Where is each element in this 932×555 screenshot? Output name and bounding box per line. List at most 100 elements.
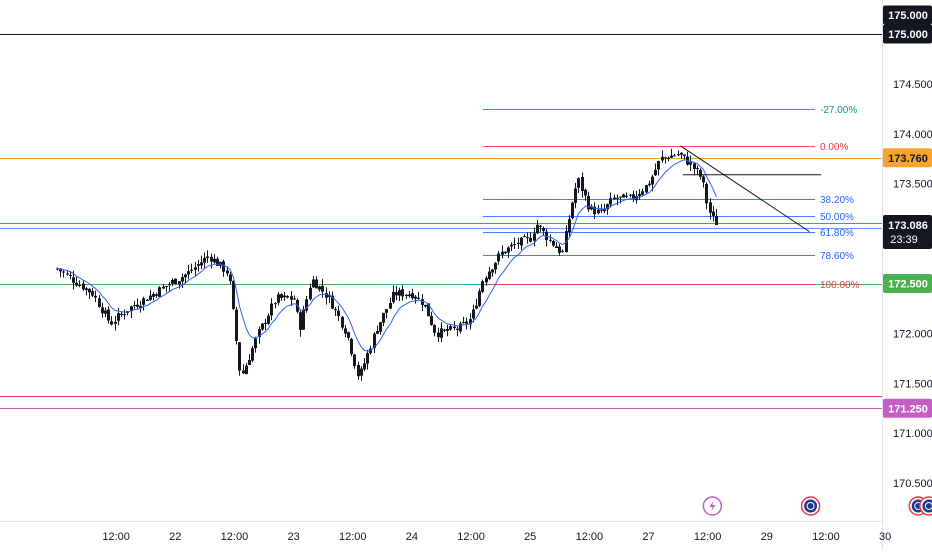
candle-body	[558, 246, 561, 253]
candle-body	[622, 194, 625, 198]
candle-body	[203, 257, 206, 263]
candle-body	[235, 309, 238, 341]
trendline[interactable]	[680, 145, 810, 233]
candle-body	[590, 206, 593, 210]
candle-body	[290, 296, 293, 300]
candle-body	[651, 176, 654, 185]
candle-body	[155, 294, 158, 296]
time-axis-label: 12:00	[221, 531, 249, 543]
candle-body	[104, 310, 107, 314]
candle-body	[373, 333, 376, 349]
candle-body	[712, 211, 715, 216]
candle-body	[446, 328, 449, 331]
candle-body	[568, 219, 571, 233]
candle-body	[683, 154, 686, 156]
candle-body	[667, 157, 670, 160]
price-tag	[883, 148, 932, 168]
candle-body	[395, 292, 398, 296]
candle-body	[485, 277, 488, 283]
fib-level-label: 61.80%	[820, 228, 854, 239]
price-axis-label: 170.500	[893, 478, 932, 490]
fib-level-label: 100.00%	[820, 280, 860, 291]
candle-body	[337, 310, 340, 317]
candle-body	[494, 262, 497, 270]
candle-body	[190, 269, 193, 271]
candle-body	[254, 338, 257, 349]
candle-body	[597, 209, 600, 214]
candle-body	[616, 197, 619, 199]
candle-body	[549, 239, 552, 241]
candle-body	[702, 176, 705, 183]
candle-body	[344, 328, 347, 334]
candle-body	[171, 279, 174, 284]
candle-body	[264, 322, 267, 324]
time-axis[interactable]: 12:00 22 12:00 23 12:00 24 12:00 25 12:00 27 12:00…	[102, 531, 891, 543]
candle-body	[328, 295, 331, 297]
candle-body	[139, 305, 142, 308]
candle-body	[315, 279, 318, 289]
candle-body	[542, 227, 545, 232]
candle-body	[619, 196, 622, 198]
candle-body	[382, 312, 385, 323]
candle-body	[417, 297, 420, 299]
candle-body	[526, 237, 529, 239]
candle-body	[673, 155, 676, 157]
candle-body	[705, 183, 708, 204]
candle-body	[481, 281, 484, 292]
flag-icon	[804, 499, 818, 513]
time-axis-label: 12:00	[694, 531, 722, 543]
candle-body	[453, 326, 456, 329]
candle-body	[472, 309, 475, 319]
events-layer[interactable]	[702, 496, 932, 516]
price-axis-label: 174.000	[893, 129, 932, 141]
candle-body	[600, 209, 603, 211]
horizontal-lines-layer	[0, 34, 882, 409]
candle-body	[513, 243, 516, 245]
price-tag-label: 173.760	[888, 153, 928, 165]
time-axis-label: 29	[761, 531, 773, 543]
candle-body	[59, 268, 62, 272]
candle-body	[478, 291, 481, 306]
candle-body	[174, 278, 177, 284]
candle-body	[178, 281, 181, 285]
candle-body	[529, 237, 532, 242]
candle-body	[696, 168, 699, 170]
candle-body	[360, 368, 363, 376]
price-axis-label: 172.000	[893, 328, 932, 340]
candle-body	[577, 178, 580, 188]
price-tag-label: 175.000	[888, 10, 928, 22]
candle-body	[75, 282, 78, 286]
candle-body	[520, 237, 523, 246]
candle-body	[216, 258, 219, 266]
candle-body	[357, 364, 360, 377]
candle-body	[62, 271, 65, 273]
trendlines-layer[interactable]	[680, 145, 822, 233]
candle-body	[299, 312, 302, 330]
candle-body	[69, 274, 72, 276]
candle-body	[248, 360, 251, 365]
candle-body	[603, 209, 606, 212]
candle-body	[277, 294, 280, 303]
candle-body	[267, 315, 270, 324]
candle-body	[533, 233, 536, 241]
candle-body	[488, 271, 491, 279]
candle-body	[421, 299, 424, 305]
candle-body	[232, 280, 235, 309]
candle-body	[574, 188, 577, 203]
candle-body	[411, 293, 414, 299]
candle-body	[222, 261, 225, 272]
candle-body	[443, 329, 446, 331]
candle-body	[405, 294, 408, 297]
price-axis[interactable]: 174.500 174.000 173.500 172.000 171.500 171.0…	[893, 79, 932, 490]
fib-level-label: 78.60%	[820, 251, 854, 262]
candle-body	[302, 309, 305, 330]
candle-body	[497, 253, 500, 262]
time-axis-label: 27	[642, 531, 654, 543]
time-axis-label: 22	[169, 531, 181, 543]
candle-body	[347, 332, 350, 338]
candle-body	[142, 298, 145, 305]
candle-body	[165, 285, 168, 287]
